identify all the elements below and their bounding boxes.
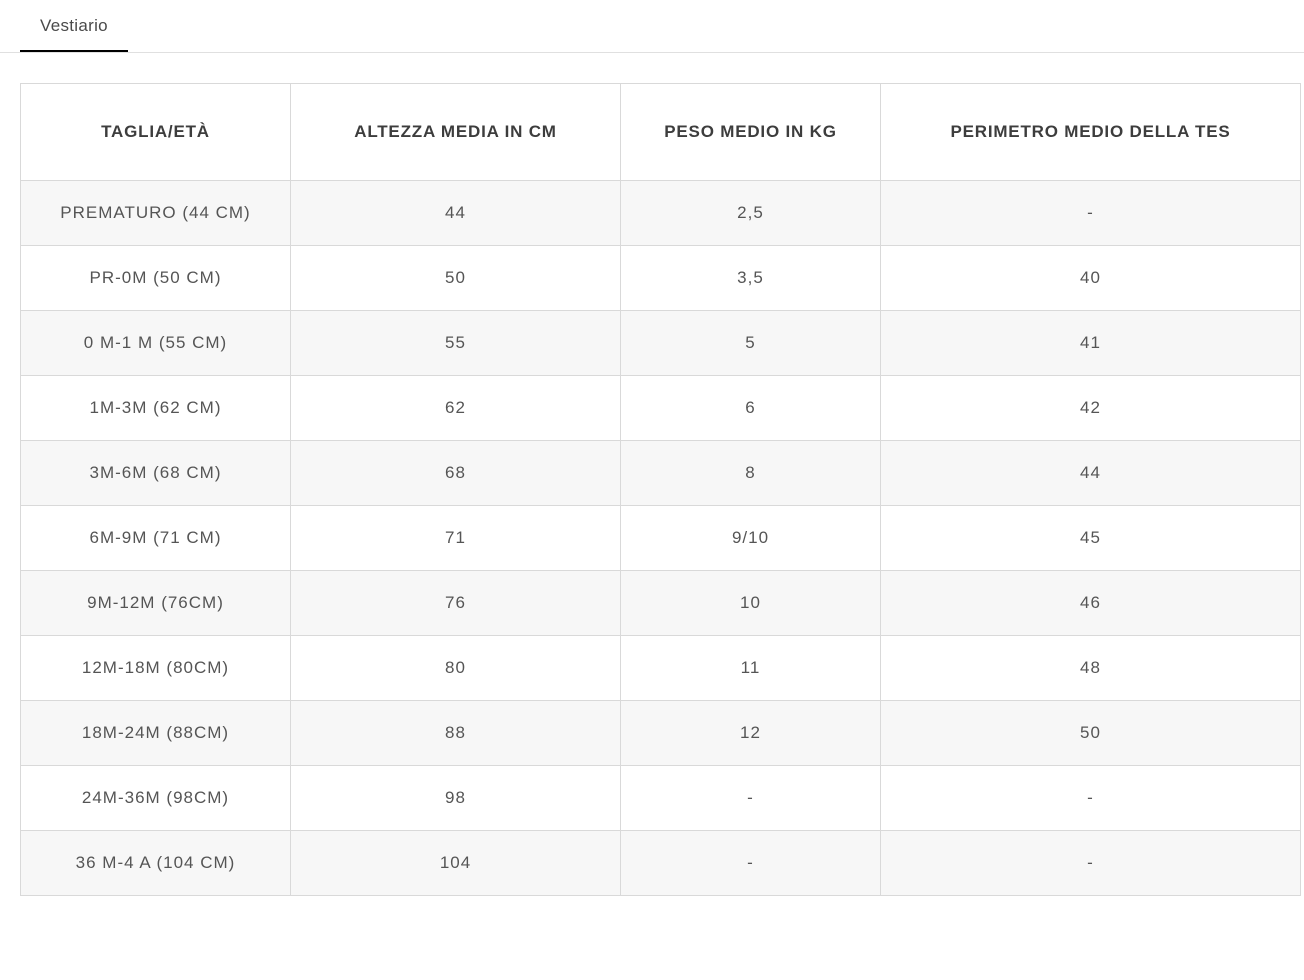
table-cell: 80 [291,636,621,701]
table-cell: 76 [291,571,621,636]
table-cell: 9M-12M (76CM) [21,571,291,636]
table-cell: 10 [621,571,881,636]
size-table-wrap: TAGLIA/ETÀ ALTEZZA MEDIA IN CM PESO MEDI… [0,53,1304,916]
table-cell: 98 [291,766,621,831]
table-cell: - [881,181,1301,246]
table-cell: 12 [621,701,881,766]
size-table: TAGLIA/ETÀ ALTEZZA MEDIA IN CM PESO MEDI… [20,83,1301,896]
table-cell: 9/10 [621,506,881,571]
table-cell: - [621,831,881,896]
table-cell: - [881,766,1301,831]
table-row: 0 M-1 M (55 CM)55541 [21,311,1301,376]
table-row: PREMATURO (44 CM)442,5- [21,181,1301,246]
table-row: 6M-9M (71 CM)719/1045 [21,506,1301,571]
table-cell: PR-0M (50 CM) [21,246,291,311]
table-row: 18M-24M (88CM)881250 [21,701,1301,766]
table-cell: 46 [881,571,1301,636]
table-cell: 18M-24M (88CM) [21,701,291,766]
table-cell: 40 [881,246,1301,311]
table-cell: 2,5 [621,181,881,246]
table-cell: 44 [881,441,1301,506]
table-cell: 44 [291,181,621,246]
table-cell: 1M-3M (62 CM) [21,376,291,441]
table-cell: 3M-6M (68 CM) [21,441,291,506]
table-cell: 104 [291,831,621,896]
table-cell: 3,5 [621,246,881,311]
table-row: 1M-3M (62 CM)62642 [21,376,1301,441]
col-header-weight: PESO MEDIO IN KG [621,84,881,181]
table-row: PR-0M (50 CM)503,540 [21,246,1301,311]
table-cell: 71 [291,506,621,571]
table-cell: PREMATURO (44 CM) [21,181,291,246]
table-cell: 68 [291,441,621,506]
table-cell: 0 M-1 M (55 CM) [21,311,291,376]
table-header-row: TAGLIA/ETÀ ALTEZZA MEDIA IN CM PESO MEDI… [21,84,1301,181]
table-cell: - [621,766,881,831]
table-cell: 41 [881,311,1301,376]
table-row: 12M-18M (80CM)801148 [21,636,1301,701]
table-cell: 55 [291,311,621,376]
table-cell: 48 [881,636,1301,701]
col-header-head: PERIMETRO MEDIO DELLA TES [881,84,1301,181]
tab-vestiario[interactable]: Vestiario [20,0,128,52]
table-cell: 62 [291,376,621,441]
table-row: 9M-12M (76CM)761046 [21,571,1301,636]
table-cell: 36 M-4 A (104 CM) [21,831,291,896]
table-cell: 45 [881,506,1301,571]
table-cell: 24M-36M (98CM) [21,766,291,831]
table-cell: 50 [291,246,621,311]
table-row: 36 M-4 A (104 CM)104-- [21,831,1301,896]
table-cell: 12M-18M (80CM) [21,636,291,701]
table-cell: 5 [621,311,881,376]
table-cell: - [881,831,1301,896]
tab-bar: Vestiario [0,0,1304,53]
table-cell: 50 [881,701,1301,766]
table-cell: 11 [621,636,881,701]
table-row: 24M-36M (98CM)98-- [21,766,1301,831]
col-header-height: ALTEZZA MEDIA IN CM [291,84,621,181]
table-cell: 6 [621,376,881,441]
table-row: 3M-6M (68 CM)68844 [21,441,1301,506]
table-cell: 88 [291,701,621,766]
col-header-size: TAGLIA/ETÀ [21,84,291,181]
table-cell: 6M-9M (71 CM) [21,506,291,571]
table-cell: 8 [621,441,881,506]
table-cell: 42 [881,376,1301,441]
